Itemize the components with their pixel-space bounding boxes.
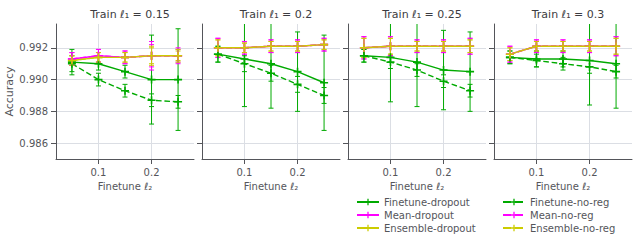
svg-text:0.1: 0.1 [237,167,253,178]
svg-text:Train ℓ₁ = 0.25: Train ℓ₁ = 0.25 [381,8,462,21]
svg-text:Finetune ℓ₂: Finetune ℓ₂ [98,181,152,192]
svg-text:Finetune-dropout: Finetune-dropout [384,197,470,208]
svg-text:Finetune-no-reg: Finetune-no-reg [530,197,609,208]
svg-text:0.1: 0.1 [529,167,545,178]
svg-text:0.2: 0.2 [582,167,598,178]
svg-text:Train ℓ₁ = 0.15: Train ℓ₁ = 0.15 [89,8,170,21]
svg-text:Ensemble-no-reg: Ensemble-no-reg [530,223,615,234]
svg-text:0.2: 0.2 [436,167,452,178]
svg-text:Finetune ℓ₂: Finetune ℓ₂ [244,181,298,192]
svg-text:Finetune ℓ₂: Finetune ℓ₂ [390,181,444,192]
svg-text:0.2: 0.2 [290,167,306,178]
svg-text:Accuracy: Accuracy [3,66,16,117]
svg-text:Train ℓ₁ = 0.3: Train ℓ₁ = 0.3 [531,8,605,21]
svg-text:Mean-dropout: Mean-dropout [384,210,454,221]
svg-text:0.992: 0.992 [19,42,48,53]
svg-text:Mean-no-reg: Mean-no-reg [530,210,594,221]
svg-text:0.1: 0.1 [91,167,107,178]
svg-text:0.2: 0.2 [144,167,160,178]
svg-text:0.986: 0.986 [19,138,48,149]
svg-text:0.988: 0.988 [19,106,48,117]
svg-text:0.990: 0.990 [19,74,48,85]
svg-text:Ensemble-dropout: Ensemble-dropout [384,223,476,234]
svg-text:Finetune ℓ₂: Finetune ℓ₂ [536,181,590,192]
svg-text:0.1: 0.1 [383,167,399,178]
svg-text:Train ℓ₁ = 0.2: Train ℓ₁ = 0.2 [239,8,313,21]
